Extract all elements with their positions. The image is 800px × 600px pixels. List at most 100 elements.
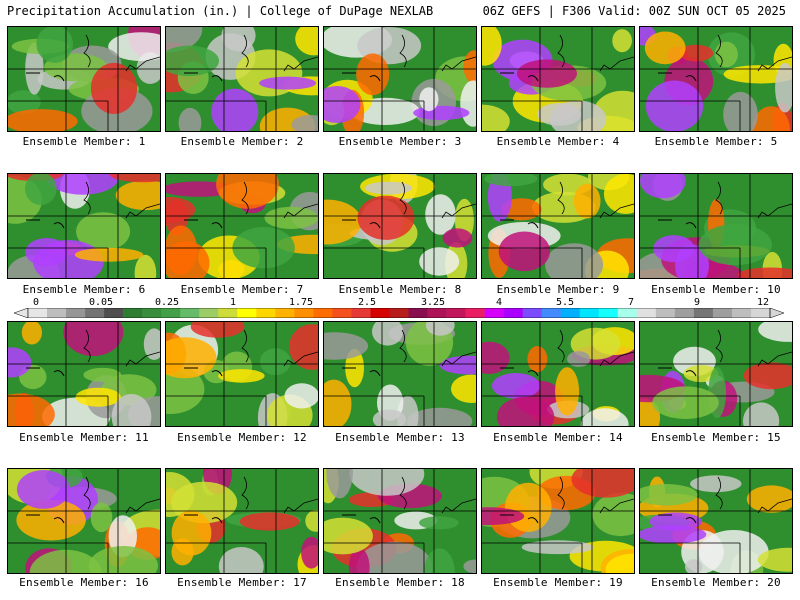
colorbar-tick-label: 3.25 [420,297,446,308]
ensemble-member-map [7,321,161,427]
ensemble-member-map [481,26,635,132]
colorbar-swatch [237,308,257,318]
precip-map-graphic [482,322,634,426]
colorbar-swatch [427,308,447,318]
ensemble-member-map [7,468,161,574]
colorbar-left-arrow [14,308,29,318]
ensemble-member-caption: Ensemble Member: 1 [22,135,146,148]
colorbar-tick-label: 7 [627,297,635,308]
precip-map-graphic [166,27,318,131]
ensemble-member-map [165,321,319,427]
precip-map-graphic [640,27,792,131]
colorbar-swatch [522,308,542,318]
colorbar-swatch [560,308,581,318]
colorbar-swatch [85,308,105,318]
colorbar-swatch [66,308,86,318]
ensemble-member-caption: Ensemble Member: 16 [19,576,149,589]
color-scale-bar [14,308,784,318]
colorbar-swatch [465,308,485,318]
colorbar-swatch [617,308,638,318]
precip-map-graphic [640,322,792,426]
ensemble-member-map [481,321,635,427]
colorbar-swatch [218,308,238,318]
ensemble-member-caption: Ensemble Member: 10 [651,283,781,296]
colorbar-swatch [313,308,333,318]
colorbar-swatch [693,308,714,318]
ensemble-member-caption: Ensemble Member: 12 [177,431,307,444]
colorbar-swatch [256,308,276,318]
precip-map-graphic [482,174,634,278]
precip-map-graphic [324,174,476,278]
colorbar-tick-label: 9 [693,297,701,308]
colorbar-swatch [655,308,676,318]
colorbar-tick-label: 12 [756,297,770,308]
ensemble-member-caption: Ensemble Member: 3 [338,135,462,148]
header-title: Precipitation Accumulation (in.) | Colle… [7,4,434,18]
ensemble-member-map [323,468,477,574]
ensemble-member-map [481,468,635,574]
ensemble-member-caption: Ensemble Member: 8 [338,283,462,296]
colorbar-tick-label: 0.25 [154,297,180,308]
ensemble-member-map [165,173,319,279]
colorbar-swatch [351,308,371,318]
colorbar-swatch [484,308,504,318]
colorbar-tick-label: 5.5 [555,297,575,308]
precip-map-graphic [8,174,160,278]
colorbar-tick-label: 0 [32,297,40,308]
ensemble-member-caption: Ensemble Member: 6 [22,283,146,296]
colorbar-swatch [674,308,695,318]
ensemble-member-map [639,321,793,427]
colorbar-swatch [275,308,295,318]
ensemble-member-map [639,26,793,132]
colorbar-swatch [579,308,600,318]
colorbar-swatch [636,308,657,318]
ensemble-member-caption: Ensemble Member: 15 [651,431,781,444]
precip-map-graphic [8,322,160,426]
colorbar-tick-label: 1 [229,297,237,308]
precip-map-graphic [324,322,476,426]
ensemble-member-map [7,173,161,279]
ensemble-member-caption: Ensemble Member: 9 [496,283,620,296]
colorbar-swatch [389,308,409,318]
precip-map-graphic [166,469,318,573]
colorbar-swatch [47,308,67,318]
precip-map-graphic [166,174,318,278]
colorbar-swatch [370,308,390,318]
colorbar-swatch [180,308,200,318]
colorbar-swatch [750,308,771,318]
ensemble-member-caption: Ensemble Member: 11 [19,431,149,444]
ensemble-member-caption: Ensemble Member: 4 [496,135,620,148]
ensemble-member-map [323,26,477,132]
ensemble-member-caption: Ensemble Member: 5 [654,135,778,148]
colorbar-swatch [446,308,466,318]
ensemble-member-caption: Ensemble Member: 14 [493,431,623,444]
colorbar-swatch [142,308,162,318]
ensemble-member-caption: Ensemble Member: 17 [177,576,307,589]
precip-map-graphic [324,469,476,573]
ensemble-member-caption: Ensemble Member: 18 [335,576,465,589]
ensemble-member-map [323,173,477,279]
header-valid-time: 06Z GEFS | F306 Valid: 00Z SUN OCT 05 20… [482,4,786,18]
ensemble-member-map [639,173,793,279]
colorbar-swatch [123,308,143,318]
ensemble-member-caption: Ensemble Member: 13 [335,431,465,444]
precip-map-graphic [640,174,792,278]
colorbar-right-arrow [769,308,784,318]
ensemble-member-map [7,26,161,132]
ensemble-member-map [323,321,477,427]
colorbar-swatch [408,308,428,318]
colorbar-tick-label: 4 [495,297,503,308]
colorbar-tick-label: 2.5 [357,297,377,308]
ensemble-member-caption: Ensemble Member: 20 [651,576,781,589]
precip-map-graphic [8,27,160,131]
colorbar-swatch [541,308,562,318]
colorbar-swatch [294,308,314,318]
ensemble-member-map [165,468,319,574]
colorbar-tick-label: 1.75 [288,297,314,308]
colorbar-swatch [28,308,48,318]
colorbar-tick-label: 0.05 [88,297,114,308]
precip-map-graphic [640,469,792,573]
precip-map-graphic [8,469,160,573]
ensemble-member-caption: Ensemble Member: 2 [180,135,304,148]
precip-map-graphic [482,469,634,573]
